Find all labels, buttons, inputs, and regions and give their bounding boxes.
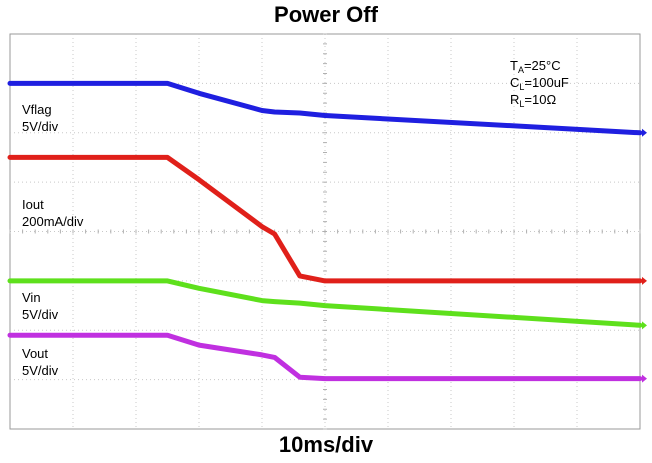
- trace-name-vin: Vin: [22, 290, 41, 305]
- traces: [7, 80, 647, 383]
- trace-name-iout: Iout: [22, 197, 44, 212]
- test-conditions: TA=25°C CL=100uF RL=10Ω: [510, 58, 569, 109]
- trace-scale-vout: 5V/div: [22, 363, 59, 378]
- condition-rl: RL=10Ω: [510, 92, 556, 109]
- condition-ta: TA=25°C: [510, 58, 561, 75]
- channel-marker-vflag: [642, 128, 647, 137]
- trace-name-vout: Vout: [22, 346, 48, 361]
- trace-iout: [7, 154, 643, 284]
- trace-vout: [7, 332, 643, 382]
- trace-labels: Vflag 5V/div Iout 200mA/div Vin 5V/div Vout 5V/…: [22, 102, 84, 378]
- channel-marker-iout: [642, 276, 647, 285]
- channel-marker-vout: [642, 374, 647, 383]
- trace-vin: [7, 278, 643, 328]
- channel-marker-vin: [642, 321, 647, 330]
- x-axis-label: 10ms/div: [278, 432, 374, 457]
- trace-name-vflag: Vflag: [22, 102, 52, 117]
- condition-cl: CL=100uF: [510, 75, 569, 92]
- trace-vflag: [7, 80, 643, 136]
- trace-scale-vin: 5V/div: [22, 307, 59, 322]
- trace-scale-vflag: 5V/div: [22, 119, 59, 134]
- trace-scale-iout: 200mA/div: [22, 214, 84, 229]
- chart-title: Power Off: [274, 2, 378, 27]
